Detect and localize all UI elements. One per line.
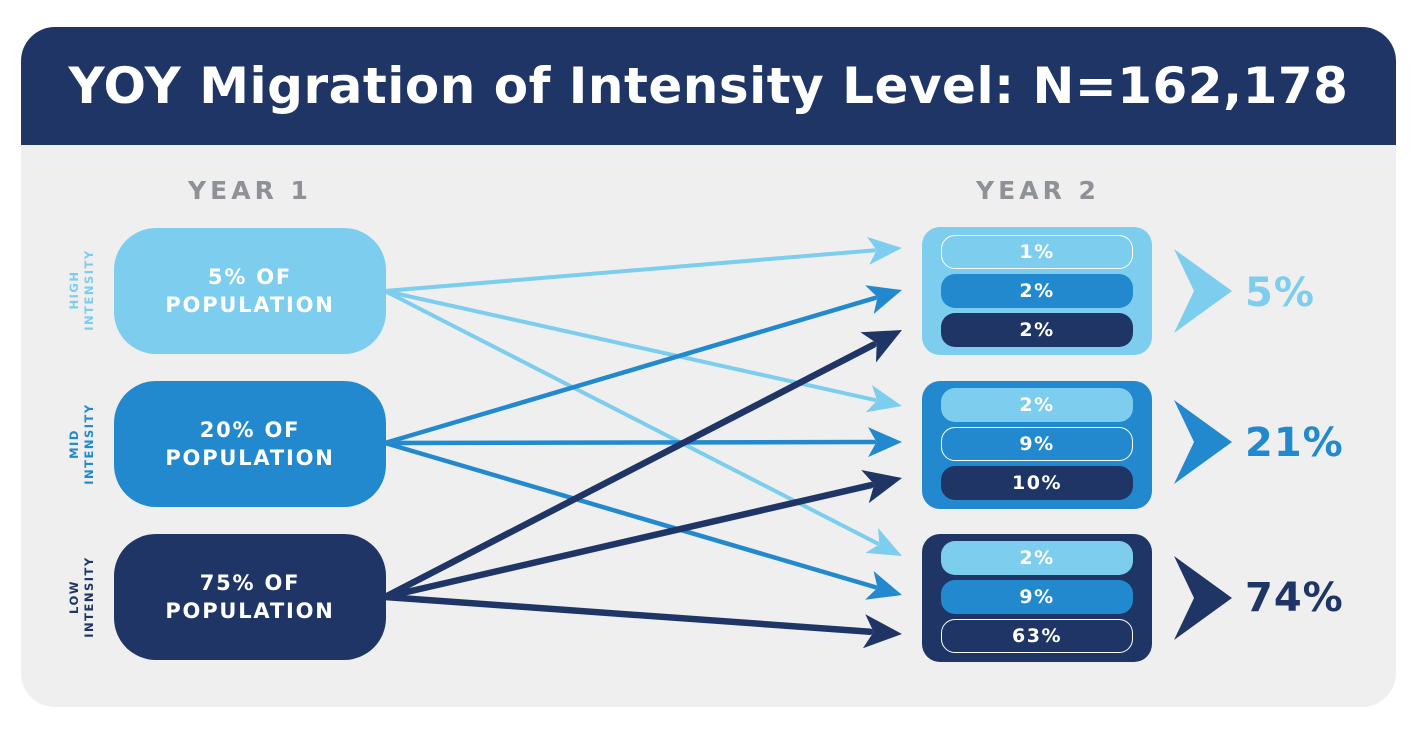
- arrowhead-icon: [865, 385, 902, 413]
- flow-arrow-low-to-low: [381, 593, 902, 649]
- arrowhead-icon: [865, 571, 902, 600]
- arrowhead-icon: [861, 470, 902, 504]
- flow-line: [382, 440, 878, 590]
- breakdown-pill-from-high: 2%: [941, 388, 1133, 422]
- breakdown-pill-from-mid: 9%: [941, 580, 1133, 614]
- breakdown-pill-from-low: 10%: [941, 466, 1133, 500]
- population-label-high: 5% OF POPULATION: [165, 265, 335, 317]
- breakdown-pill-from-mid: 2%: [941, 274, 1133, 308]
- total-high: 5%: [1245, 270, 1315, 316]
- year2-box-mid: 2% 9% 10%: [922, 381, 1152, 509]
- year2-box-low: 2% 9% 63%: [922, 534, 1152, 662]
- breakdown-pill-from-low: 63%: [941, 619, 1133, 653]
- arrowhead-icon: [862, 614, 902, 649]
- breakdown-pill-from-high: 2%: [941, 541, 1133, 575]
- chevron-right-icon: [1174, 400, 1232, 484]
- flow-line: [383, 289, 880, 546]
- flow-line: [381, 593, 874, 635]
- year1-box-high: 5% OF POPULATION: [114, 228, 386, 354]
- flow-line: [382, 439, 877, 446]
- flow-arrow-high-to-low: [383, 289, 902, 556]
- chevron-right-icon: [1174, 556, 1232, 640]
- breakdown-pill-from-mid: 9%: [941, 427, 1133, 461]
- arrowhead-icon: [867, 236, 902, 265]
- total-mid: 21%: [1245, 420, 1344, 466]
- flow-line: [382, 295, 878, 446]
- flow-line: [383, 248, 877, 293]
- flow-arrow-low-to-high: [381, 330, 902, 601]
- year1-box-mid: 20% OF POPULATION: [114, 381, 386, 507]
- flow-arrow-low-to-mid: [381, 470, 902, 601]
- year1-box-low: 75% OF POPULATION: [114, 534, 386, 660]
- arrowhead-icon: [860, 330, 902, 363]
- flow-arrow-high-to-high: [383, 236, 902, 293]
- year-2-label: YEAR 2: [976, 176, 1100, 205]
- year2-box-high: 1% 2% 2%: [922, 227, 1152, 355]
- chevron-right-icon: [1174, 249, 1232, 333]
- flow-line: [383, 289, 877, 402]
- breakdown-pill-from-low: 2%: [941, 313, 1133, 347]
- flow-line: [381, 341, 877, 601]
- flow-arrow-mid-to-high: [382, 285, 902, 446]
- page-title: YOY Migration of Intensity Level: N=162,…: [68, 57, 1349, 115]
- population-label-low: 75% OF POPULATION: [165, 571, 335, 623]
- breakdown-pill-from-high: 1%: [941, 235, 1133, 269]
- flow-arrow-mid-to-low: [382, 440, 902, 600]
- arrowhead-icon: [865, 285, 902, 314]
- flow-line: [381, 481, 875, 601]
- title-bar: YOY Migration of Intensity Level: N=162,…: [21, 27, 1396, 145]
- year-1-label: YEAR 1: [188, 176, 312, 205]
- arrowhead-icon: [865, 528, 902, 556]
- arrowhead-icon: [868, 427, 902, 458]
- population-label-mid: 20% OF POPULATION: [165, 418, 335, 470]
- flow-arrow-high-to-mid: [383, 289, 902, 413]
- flow-arrow-mid-to-mid: [382, 427, 902, 458]
- total-low: 74%: [1245, 575, 1344, 621]
